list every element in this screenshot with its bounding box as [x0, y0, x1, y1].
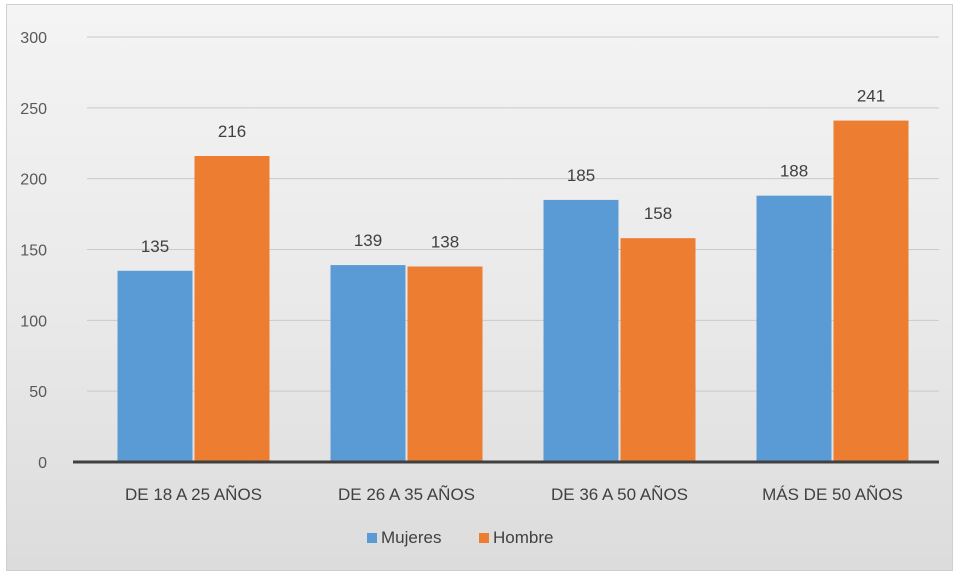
legend-swatch-hombre: [479, 533, 489, 543]
data-label: 241: [857, 87, 885, 106]
bar-mujeres-4: [756, 195, 832, 462]
data-label: 185: [567, 166, 595, 185]
y-tick-label: 250: [20, 101, 47, 118]
y-tick-label: 0: [38, 455, 47, 472]
data-label: 158: [644, 204, 672, 223]
chart-area: 0 50 100 150 200 250 300 DE 18 A 25 AÑOS DE 26 A…: [6, 4, 953, 571]
bar-mujeres-3: [543, 199, 619, 462]
data-label: 139: [354, 231, 382, 250]
legend-label-mujeres: Mujeres: [381, 528, 441, 547]
y-tick-label: 50: [29, 384, 47, 401]
axes: 0 50 100 150 200 250 300 DE 18 A 25 AÑOS DE 26 A…: [20, 30, 939, 504]
y-tick-label: 300: [20, 30, 47, 47]
bar-hombre-3: [620, 238, 696, 462]
data-labels: 135 216 139 138 185 158 188 241: [141, 87, 885, 256]
data-label: 188: [780, 162, 808, 181]
x-tick-label: MÁS DE 50 AÑOS: [762, 485, 903, 504]
legend-label-hombre: Hombre: [493, 528, 553, 547]
bars: [117, 120, 909, 462]
x-tick-label: DE 26 A 35 AÑOS: [338, 485, 475, 504]
data-label: 216: [218, 122, 246, 141]
bar-hombre-4: [833, 120, 909, 462]
legend-swatch-mujeres: [367, 533, 377, 543]
bar-hombre-1: [194, 156, 270, 462]
y-tick-label: 200: [20, 172, 47, 189]
x-tick-label: DE 36 A 50 AÑOS: [551, 485, 688, 504]
bar-mujeres-1: [117, 270, 193, 462]
data-label: 135: [141, 237, 169, 256]
data-label: 138: [431, 233, 459, 252]
bar-hombre-2: [407, 266, 483, 462]
x-tick-label: DE 18 A 25 AÑOS: [125, 485, 262, 504]
y-tick-label: 100: [20, 313, 47, 330]
legend: Mujeres Hombre: [367, 528, 553, 547]
bar-chart: 0 50 100 150 200 250 300 DE 18 A 25 AÑOS DE 26 A…: [20, 30, 939, 547]
bar-mujeres-2: [330, 265, 406, 462]
y-tick-label: 150: [20, 243, 47, 260]
